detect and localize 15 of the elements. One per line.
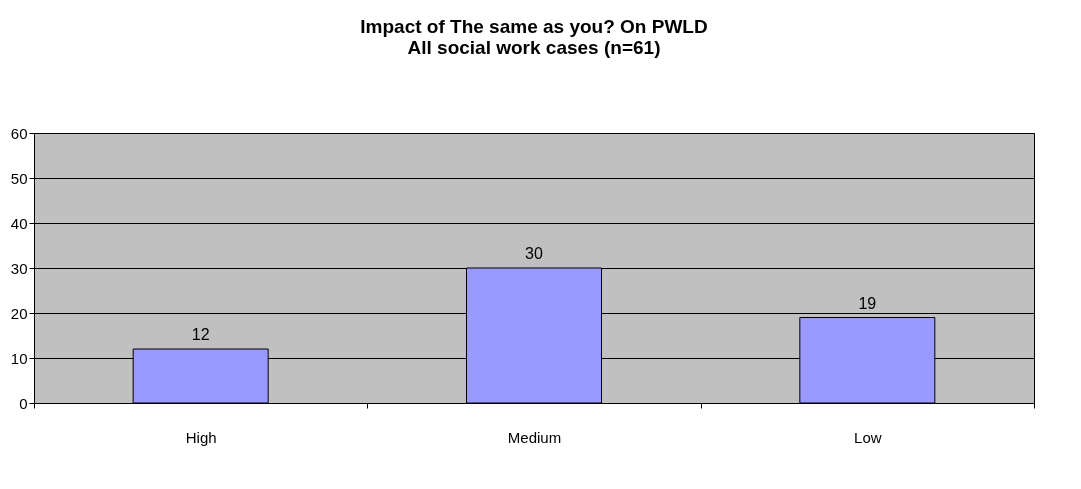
y-tick-label: 0 (19, 394, 28, 412)
y-tick-label: 10 (10, 349, 28, 367)
text: All social work cases (n=61) (407, 37, 661, 58)
data-label: 30 (525, 245, 543, 262)
y-tick-label: 30 (10, 259, 28, 277)
text: Impact of The same as you? On PWLD (360, 16, 708, 37)
x-tick-label: Medium (507, 428, 562, 446)
x-tick-label: Low (854, 428, 882, 446)
y-tick-label: 50 (10, 169, 28, 187)
y-tick-label: 60 (10, 124, 28, 142)
y-tick-label: 20 (10, 304, 28, 322)
data-label: 19 (858, 294, 877, 312)
x-tick-label: High (185, 428, 217, 446)
data-label: 12 (191, 326, 210, 343)
y-tick-label: 40 (10, 214, 28, 232)
